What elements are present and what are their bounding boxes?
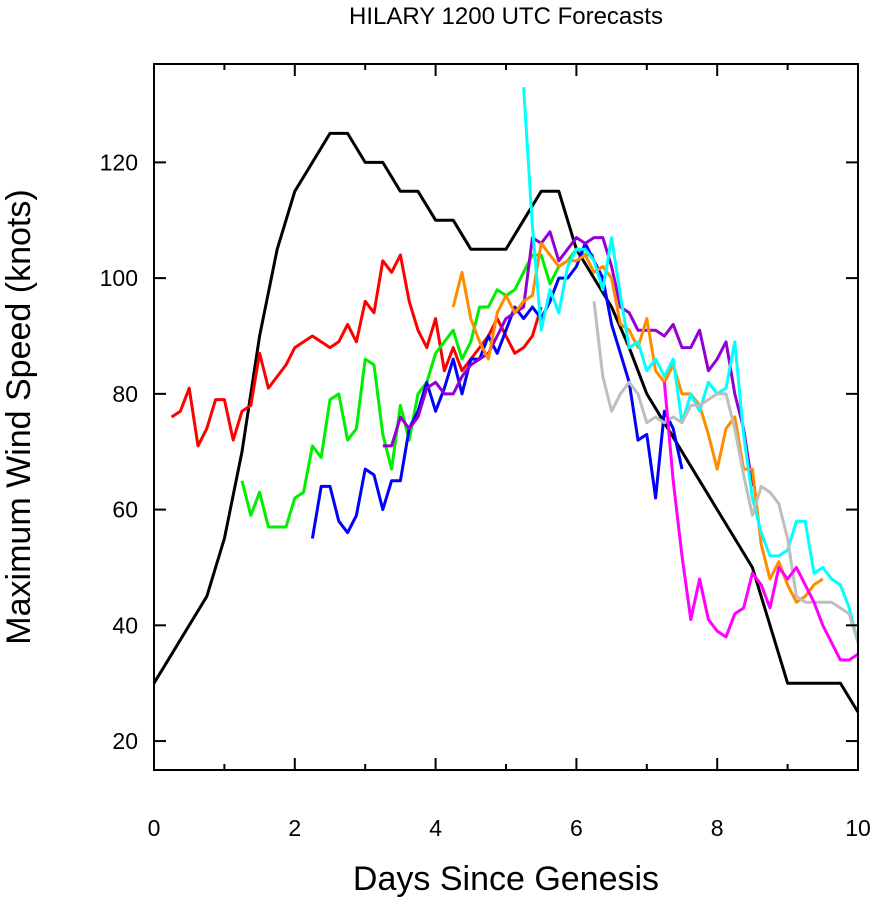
x-tick-label: 4 — [429, 815, 442, 841]
series-layer — [152, 87, 860, 713]
series-line-2 — [170, 253, 543, 448]
y-tick-label: 100 — [100, 265, 138, 291]
y-tick-label: 40 — [112, 612, 138, 638]
tick-layer: 0 2 4 6 8 10 20 40 60 80 100 120 — [100, 64, 871, 841]
series-line-7 — [522, 87, 860, 644]
series-line-4 — [310, 241, 684, 539]
chart-title: HILARY 1200 UTC Forecasts — [349, 3, 663, 30]
x-tick-label: 0 — [148, 815, 161, 841]
series-line-9 — [662, 382, 859, 662]
series-line-3 — [240, 247, 594, 529]
series-line-6 — [451, 241, 824, 604]
y-tick-label: 20 — [112, 728, 138, 754]
y-tick-label: 60 — [112, 497, 138, 523]
y-tick-label: 80 — [112, 381, 138, 407]
x-tick-label: 8 — [711, 815, 724, 841]
y-tick-label: 120 — [100, 149, 138, 175]
series-line-8 — [592, 301, 860, 644]
y-axis-label: Maximum Wind Speed (knots) — [0, 189, 38, 644]
x-tick-label: 2 — [288, 815, 301, 841]
x-tick-label: 6 — [570, 815, 583, 841]
series-line-5 — [382, 230, 754, 487]
plot-frame — [153, 63, 859, 771]
x-axis-label: Days Since Genesis — [353, 860, 659, 898]
series-line-1 — [152, 131, 860, 713]
x-tick-label: 10 — [845, 815, 871, 841]
